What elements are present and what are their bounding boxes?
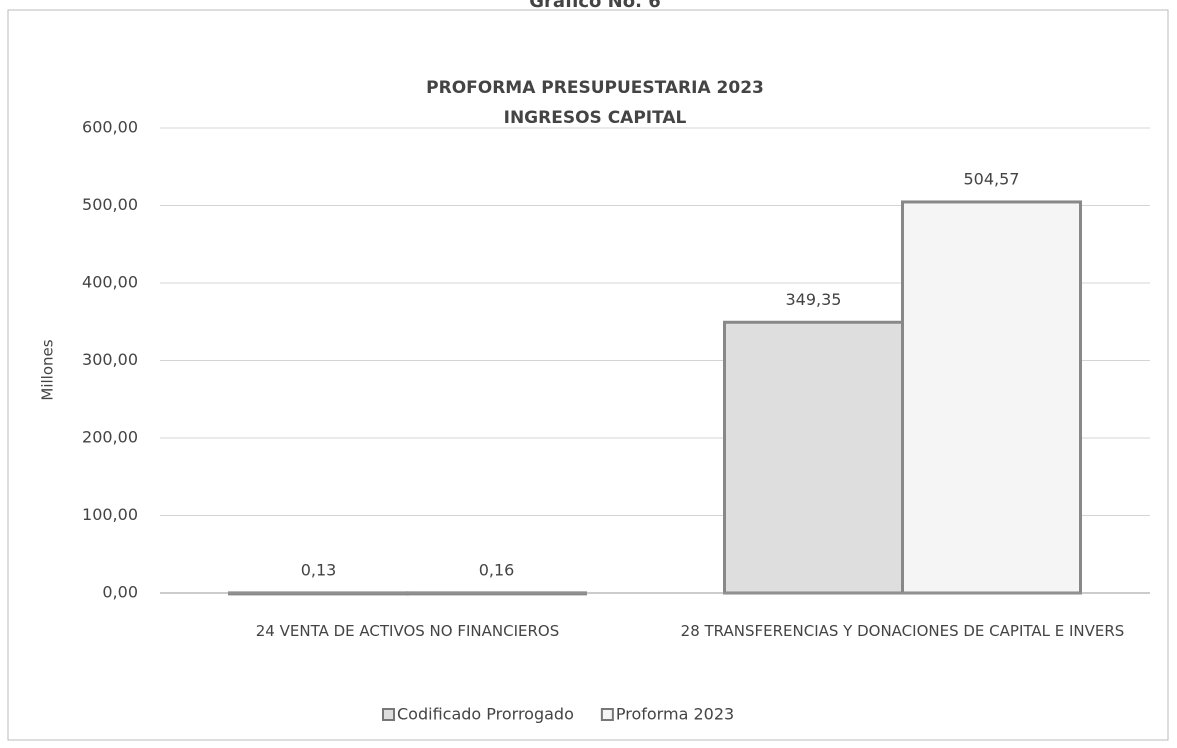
- y-tick-label: 100,00: [82, 505, 138, 524]
- data-label: 0,13: [301, 560, 337, 579]
- y-axis-label: Millones: [39, 339, 57, 400]
- data-label: 504,57: [964, 169, 1020, 188]
- legend-label: Proforma 2023: [616, 705, 734, 724]
- data-label: 0,16: [479, 560, 515, 579]
- bar: [723, 320, 904, 595]
- y-tick-label: 300,00: [82, 350, 138, 369]
- chart-heading: Gráfico No. 6: [529, 0, 661, 12]
- y-tick-label: 500,00: [82, 195, 138, 214]
- legend-label: Codificado Prorrogado: [397, 705, 574, 724]
- legend-swatch: [600, 708, 614, 721]
- chart-subtitle: INGRESOS CAPITAL: [504, 108, 687, 128]
- legend-swatch: [382, 708, 395, 721]
- y-tick-label: 600,00: [82, 118, 138, 137]
- x-tick-label: 28 TRANSFERENCIAS Y DONACIONES DE CAPITA…: [680, 622, 1125, 640]
- chart-frame: [7, 9, 1169, 741]
- data-label: 349,35: [786, 290, 842, 309]
- y-tick-label: 0,00: [102, 583, 138, 602]
- x-tick-label: 24 VENTA DE ACTIVOS NO FINANCIEROS: [255, 622, 560, 640]
- y-tick-label: 200,00: [82, 428, 138, 447]
- bar: [901, 200, 1082, 595]
- chart-title: PROFORMA PRESUPUESTARIA 2023: [426, 78, 764, 98]
- y-tick-label: 400,00: [82, 273, 138, 292]
